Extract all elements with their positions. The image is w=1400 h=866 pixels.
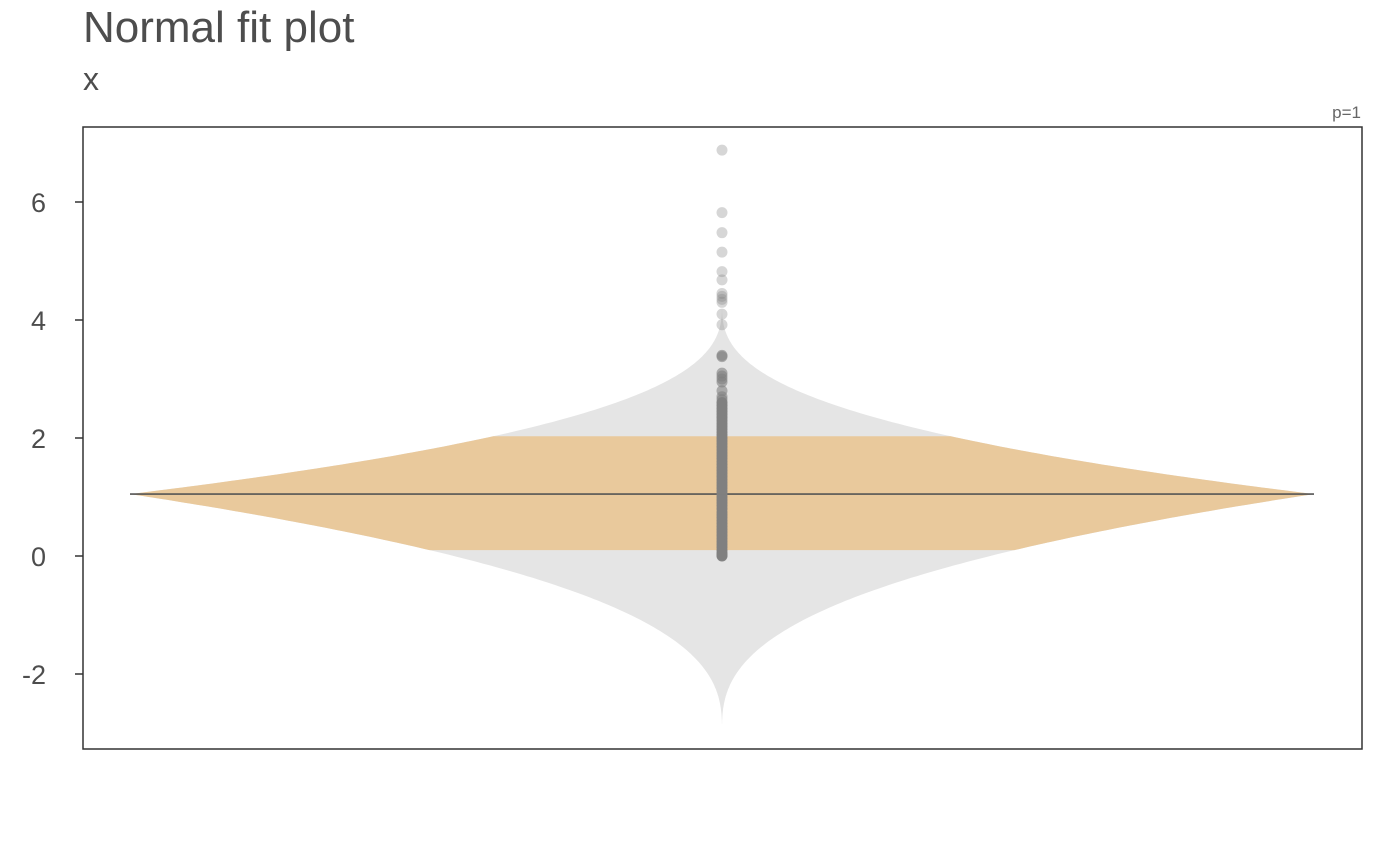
data-point <box>716 227 728 239</box>
y-tick-label: 0 <box>31 542 46 572</box>
data-point <box>716 266 728 278</box>
data-point <box>716 376 728 388</box>
plot-frame <box>82 126 1363 750</box>
p-value-annotation: p=1 <box>1332 103 1361 122</box>
data-point <box>716 144 728 156</box>
data-point <box>716 293 728 305</box>
y-tick-label: 6 <box>31 188 46 218</box>
y-tick-label: 2 <box>31 424 46 454</box>
data-point <box>716 246 728 258</box>
y-tick-label: 4 <box>31 306 46 336</box>
data-point <box>716 274 728 286</box>
chart-subtitle: x <box>83 61 99 97</box>
data-point <box>716 550 728 562</box>
data-point <box>716 351 728 363</box>
data-point <box>716 319 728 331</box>
data-point <box>716 296 728 308</box>
data-point <box>716 308 728 320</box>
chart-title: Normal fit plot <box>83 3 354 52</box>
data-point <box>716 287 728 299</box>
data-point <box>716 207 728 219</box>
y-tick-label: -2 <box>22 660 46 690</box>
data-point <box>716 290 728 302</box>
